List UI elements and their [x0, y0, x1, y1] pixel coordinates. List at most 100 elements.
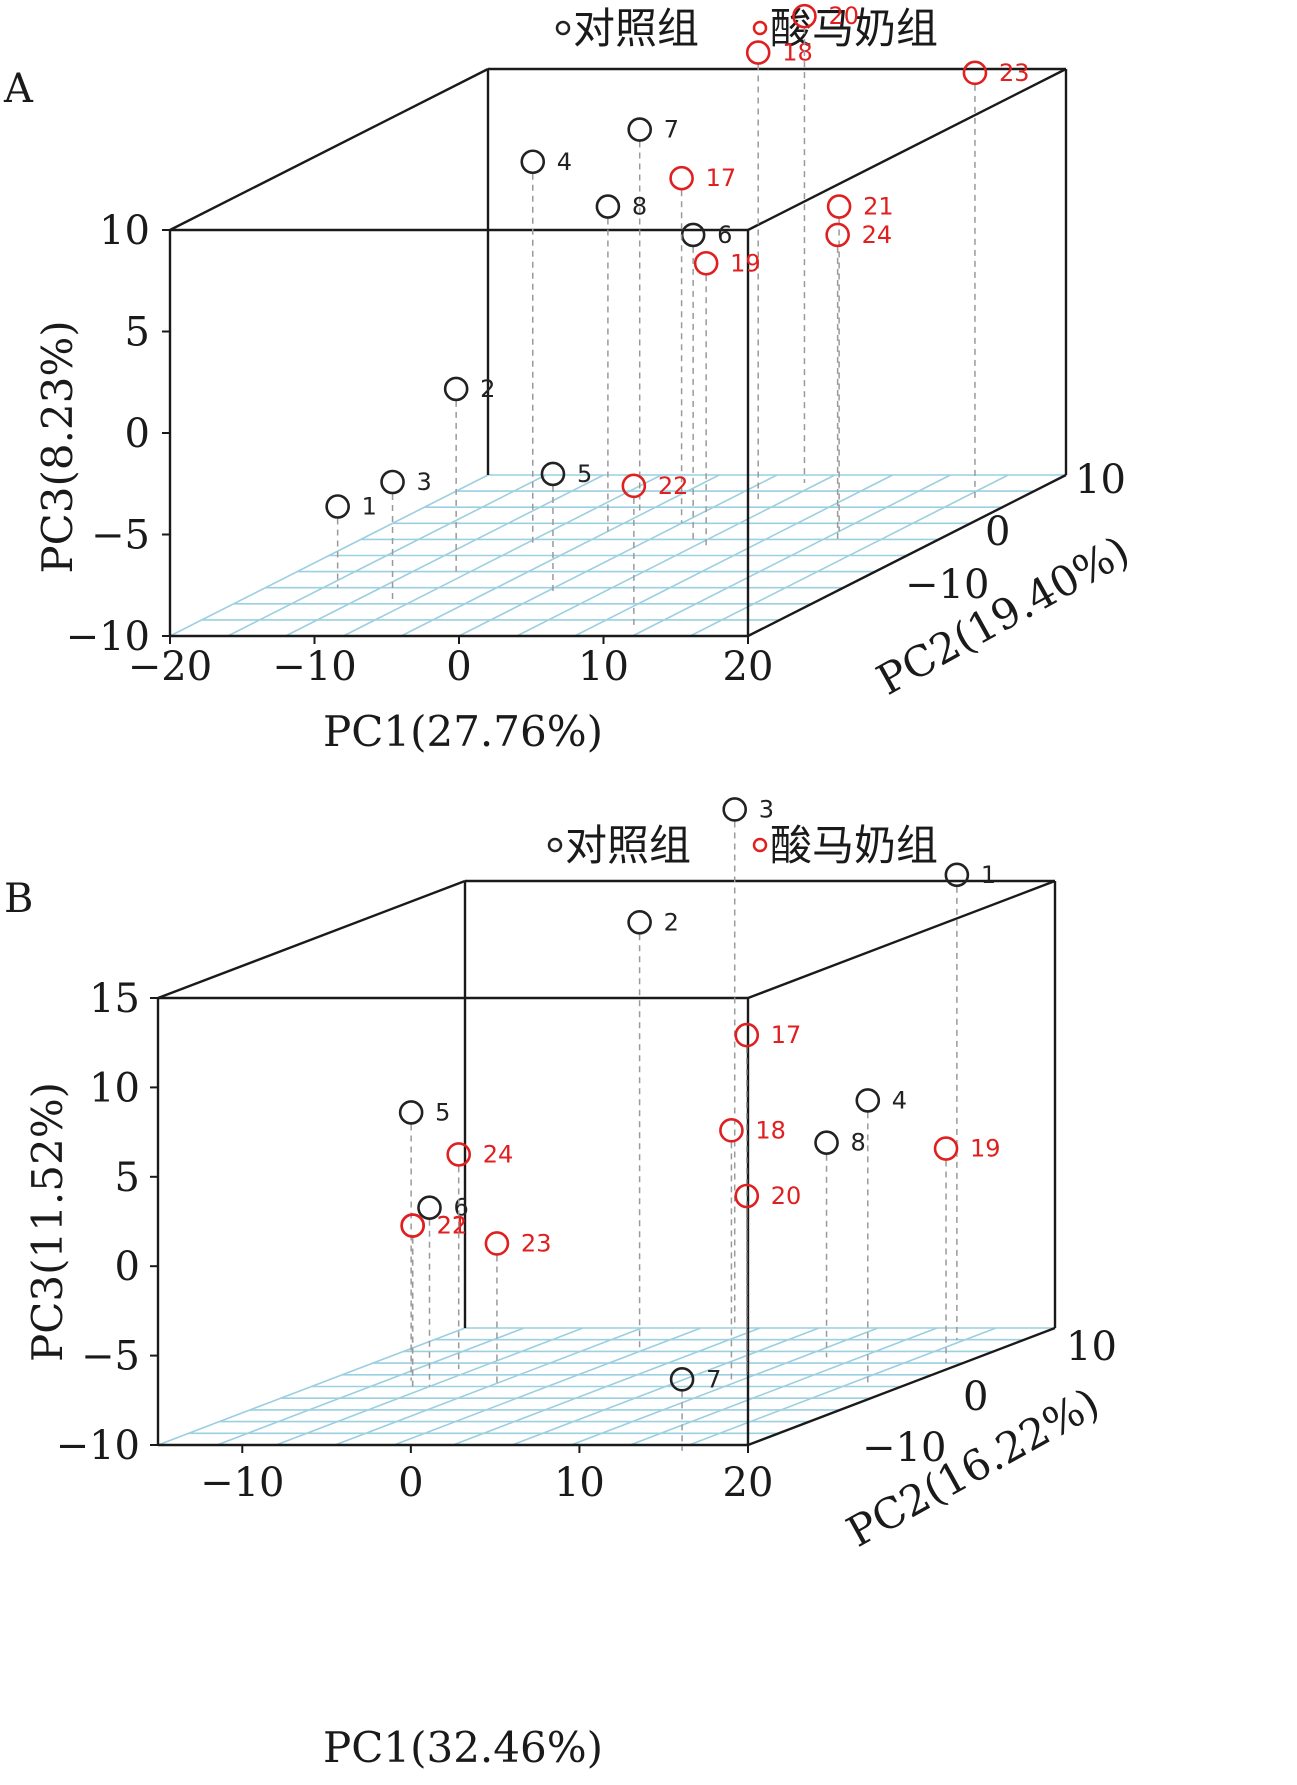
data-point — [417, 1195, 442, 1220]
z-tick-label: 15 — [89, 976, 140, 1022]
data-point-label: 19 — [970, 1135, 1001, 1163]
z-tick-label: 10 — [89, 1065, 140, 1111]
data-point-label: 8 — [851, 1129, 866, 1157]
data-point — [826, 194, 852, 219]
legend-marker — [547, 837, 563, 853]
data-point-label: 18 — [782, 39, 813, 67]
x-tick-label: −10 — [200, 1460, 284, 1506]
data-point-label: 6 — [717, 221, 732, 249]
z-axis-label: PC3(11.52%) — [23, 1082, 72, 1362]
legend-label: 酸马奶组 — [770, 821, 938, 870]
data-point-label: 5 — [435, 1098, 450, 1126]
data-point-label: 17 — [771, 1021, 802, 1049]
data-point — [540, 461, 566, 487]
z-tick-label: −10 — [66, 614, 150, 660]
data-point-label: 2 — [664, 908, 679, 936]
data-point-label: 24 — [862, 221, 893, 249]
x-tick-label: 0 — [446, 644, 471, 690]
legend-label: 酸马奶组 — [770, 4, 938, 53]
data-point — [693, 250, 719, 276]
data-point-label: 22 — [437, 1212, 468, 1240]
x-axis-label: PC1(32.46%) — [323, 1723, 603, 1772]
data-point — [595, 194, 621, 219]
z-tick-label: 5 — [115, 1155, 140, 1201]
data-point-label: 21 — [437, 1212, 468, 1240]
z-tick-label: 10 — [99, 208, 150, 254]
data-point — [621, 473, 647, 499]
z-tick-label: 5 — [125, 310, 150, 356]
z-tick-label: 0 — [125, 411, 150, 457]
y-tick-label: −10 — [862, 1425, 946, 1471]
y-tick-label: 0 — [963, 1374, 988, 1420]
y-tick-label: 10 — [1075, 457, 1126, 503]
data-point-label: 6 — [454, 1194, 469, 1222]
box-edge — [747, 879, 1056, 1000]
data-point — [734, 1183, 760, 1209]
x-tick-label: 0 — [398, 1460, 423, 1506]
data-point-label: 3 — [417, 468, 432, 496]
data-point — [855, 1088, 881, 1113]
data-point — [719, 1118, 744, 1143]
y-tick-label: −10 — [905, 562, 989, 608]
x-axis-label: PC1(27.76%) — [323, 707, 603, 756]
data-point-label: 17 — [706, 164, 737, 192]
data-point — [325, 494, 350, 519]
data-point-label: 2 — [480, 375, 495, 403]
data-point-label: 3 — [759, 795, 774, 823]
data-point-label: 21 — [863, 193, 894, 221]
x-tick-label: −10 — [272, 644, 356, 690]
y-tick-label: 0 — [985, 509, 1010, 555]
data-point-label: 8 — [632, 193, 647, 221]
data-point — [627, 117, 653, 142]
data-point — [398, 1100, 424, 1125]
data-point — [825, 222, 850, 248]
data-point-label: 20 — [828, 2, 859, 30]
box-edge — [747, 1326, 1056, 1447]
data-point-label: 5 — [577, 460, 592, 488]
data-point — [745, 40, 771, 65]
data-point-label: 7 — [706, 1365, 721, 1393]
data-point-label: 23 — [521, 1229, 552, 1257]
data-point — [669, 165, 694, 191]
legend-marker — [752, 20, 768, 36]
z-tick-label: −5 — [91, 513, 150, 559]
data-point — [944, 862, 970, 888]
z-tick-label: 0 — [115, 1244, 140, 1290]
data-point — [669, 1367, 695, 1392]
legend-label: 对照组 — [573, 4, 699, 53]
data-point-label: 1 — [362, 493, 377, 521]
data-point — [933, 1136, 959, 1161]
box-edge — [747, 473, 1067, 638]
data-point — [627, 909, 652, 935]
x-tick-label: 10 — [578, 644, 629, 690]
box-edge — [157, 879, 466, 1000]
panel-label: A — [3, 66, 34, 112]
data-point-label: 4 — [557, 148, 572, 176]
z-tick-label: −10 — [56, 1423, 140, 1469]
data-point — [484, 1231, 510, 1256]
data-point-label: 23 — [999, 59, 1030, 87]
data-point — [446, 1142, 471, 1167]
legend-marker — [555, 20, 571, 36]
data-point — [380, 469, 405, 495]
z-tick-label: −5 — [81, 1334, 140, 1380]
data-point-label: 7 — [664, 116, 679, 144]
x-tick-label: 20 — [723, 644, 774, 690]
data-point — [962, 60, 988, 86]
x-tick-label: 20 — [723, 1460, 774, 1506]
data-point — [722, 797, 748, 822]
data-point — [443, 376, 469, 402]
legend-marker — [752, 837, 768, 853]
data-point-label: 20 — [771, 1182, 802, 1210]
data-point-label: 4 — [892, 1086, 907, 1114]
data-point — [400, 1213, 425, 1238]
data-point-label: 24 — [483, 1140, 514, 1168]
x-tick-label: 10 — [554, 1460, 605, 1506]
box-edge — [169, 67, 489, 232]
z-axis-label: PC3(8.23%) — [33, 320, 82, 573]
data-point-label: 1 — [981, 861, 996, 889]
data-point — [520, 149, 546, 175]
